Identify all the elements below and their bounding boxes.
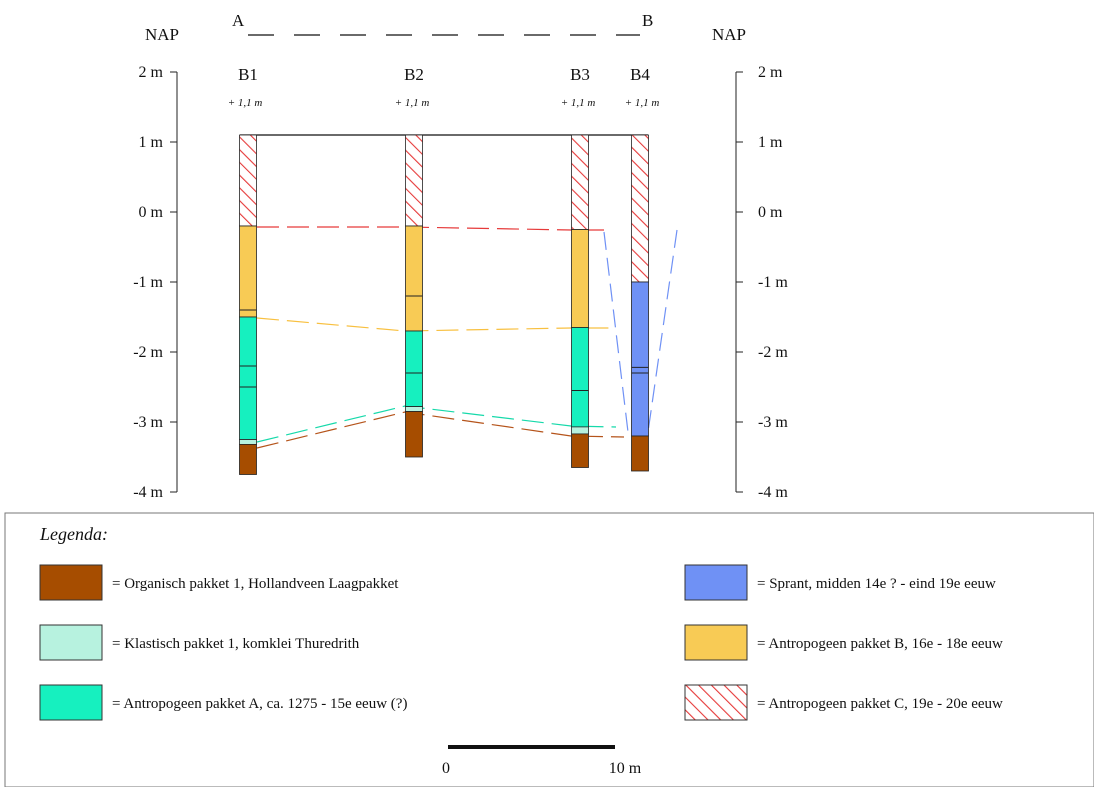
right-tick-label: -2 m	[758, 344, 788, 361]
borehole-elevation: + 1,1 m	[561, 97, 596, 109]
legend-item: = Klastisch pakket 1, komklei Thuredrith	[39, 624, 360, 661]
layer-b3-o	[571, 433, 589, 468]
legend-box	[4, 512, 1094, 787]
layer-b3-b	[571, 229, 589, 328]
left-tick-label: -2 m	[133, 344, 163, 361]
profile-end-label: B	[642, 11, 653, 30]
left-tick-label: -3 m	[133, 414, 163, 431]
legend-label: = Antropogeen pakket C, 19e - 20e eeuw	[757, 696, 1003, 712]
left-tick-label: 2 m	[139, 64, 164, 81]
borehole-elevation: + 1,1 m	[625, 97, 660, 109]
legend-label: = Klastisch pakket 1, komklei Thuredrith	[112, 636, 360, 652]
legend-item: = Antropogeen pakket B, 16e - 18e eeuw	[684, 624, 1003, 661]
legend-title: Legenda:	[39, 524, 108, 544]
legend-item: = Antropogeen pakket C, 19e - 20e eeuw	[684, 684, 1003, 721]
correlation-line-a-base	[256, 405, 617, 443]
right-tick-label: -1 m	[758, 274, 788, 291]
right-axis: 2 m 1 m 0 m -1 m -2 m -3 m -4 m	[735, 64, 788, 501]
borehole-name: B4	[630, 65, 650, 84]
layer-b1-a	[239, 316, 257, 440]
legend-swatch-pakket-c	[684, 684, 748, 721]
layer-b4-o	[631, 435, 649, 472]
borehole-name: B3	[570, 65, 590, 84]
legend-swatch-organic	[39, 564, 103, 601]
borehole-elevation: + 1,1 m	[395, 97, 430, 109]
left-axis: 2 m 1 m 0 m -1 m -2 m -3 m -4 m	[133, 64, 178, 501]
layer-b2-a	[405, 330, 423, 407]
layer-b2-b	[405, 225, 423, 332]
legend-swatch-pakket-b	[684, 624, 748, 661]
left-tick-label: -4 m	[133, 484, 163, 501]
left-tick-label: 1 m	[139, 134, 164, 151]
layer-b4-s	[631, 281, 649, 437]
layer-b2-o	[405, 411, 423, 458]
right-tick-label: 0 m	[758, 204, 783, 221]
legend-item: = Sprant, midden 14e ? - eind 19e eeuw	[684, 564, 996, 601]
layer-b1-c	[239, 134, 257, 227]
correlation-line-c-base	[257, 226, 604, 231]
legend-label: = Antropogeen pakket A, ca. 1275 - 15e e…	[112, 696, 407, 712]
borehole-columns	[239, 134, 649, 475]
layer-b3-c	[571, 134, 589, 230]
sprant-edge-right	[647, 229, 678, 433]
layer-b1-k	[239, 439, 257, 445]
scale-end-label: 10 m	[609, 760, 642, 777]
layer-b1-o	[239, 443, 257, 475]
nap-label-left: NAP	[145, 25, 179, 44]
left-tick-label: -1 m	[133, 274, 163, 291]
scale-start-label: 0	[442, 760, 450, 777]
scale-bar	[448, 745, 615, 749]
layer-b2-k	[405, 406, 423, 412]
legend-label: = Antropogeen pakket B, 16e - 18e eeuw	[757, 636, 1003, 652]
correlation-line-organic-top	[256, 411, 625, 449]
legend-swatch-klastisch	[39, 624, 103, 661]
profile-start-label: A	[232, 11, 245, 30]
layer-b2-c	[405, 134, 423, 227]
layer-b3-a	[571, 327, 589, 428]
right-tick-label: 1 m	[758, 134, 783, 151]
legend-swatch-sprant	[684, 564, 748, 601]
sprant-edge-left	[603, 231, 629, 433]
borehole-name: B2	[404, 65, 424, 84]
nap-label-right: NAP	[712, 25, 746, 44]
layer-b3-k	[571, 426, 589, 435]
right-tick-label: -4 m	[758, 484, 788, 501]
layer-b1-b	[239, 225, 257, 318]
legend-item: = Organisch pakket 1, Hollandveen Laagpa…	[39, 564, 399, 601]
borehole-elevation: + 1,1 m	[228, 97, 263, 109]
legend-label: = Organisch pakket 1, Hollandveen Laagpa…	[112, 576, 399, 592]
right-tick-label: -3 m	[758, 414, 788, 431]
right-tick-label: 2 m	[758, 64, 783, 81]
legend-label: = Sprant, midden 14e ? - eind 19e eeuw	[757, 576, 996, 592]
left-tick-label: 0 m	[139, 204, 164, 221]
correlation-line-b-base	[256, 317, 616, 332]
layer-b4-c	[631, 134, 649, 283]
borehole-name: B1	[238, 65, 258, 84]
legend-item: = Antropogeen pakket A, ca. 1275 - 15e e…	[39, 684, 407, 721]
legend-swatch-pakket-a	[39, 684, 103, 721]
correlation-lines	[256, 226, 678, 449]
